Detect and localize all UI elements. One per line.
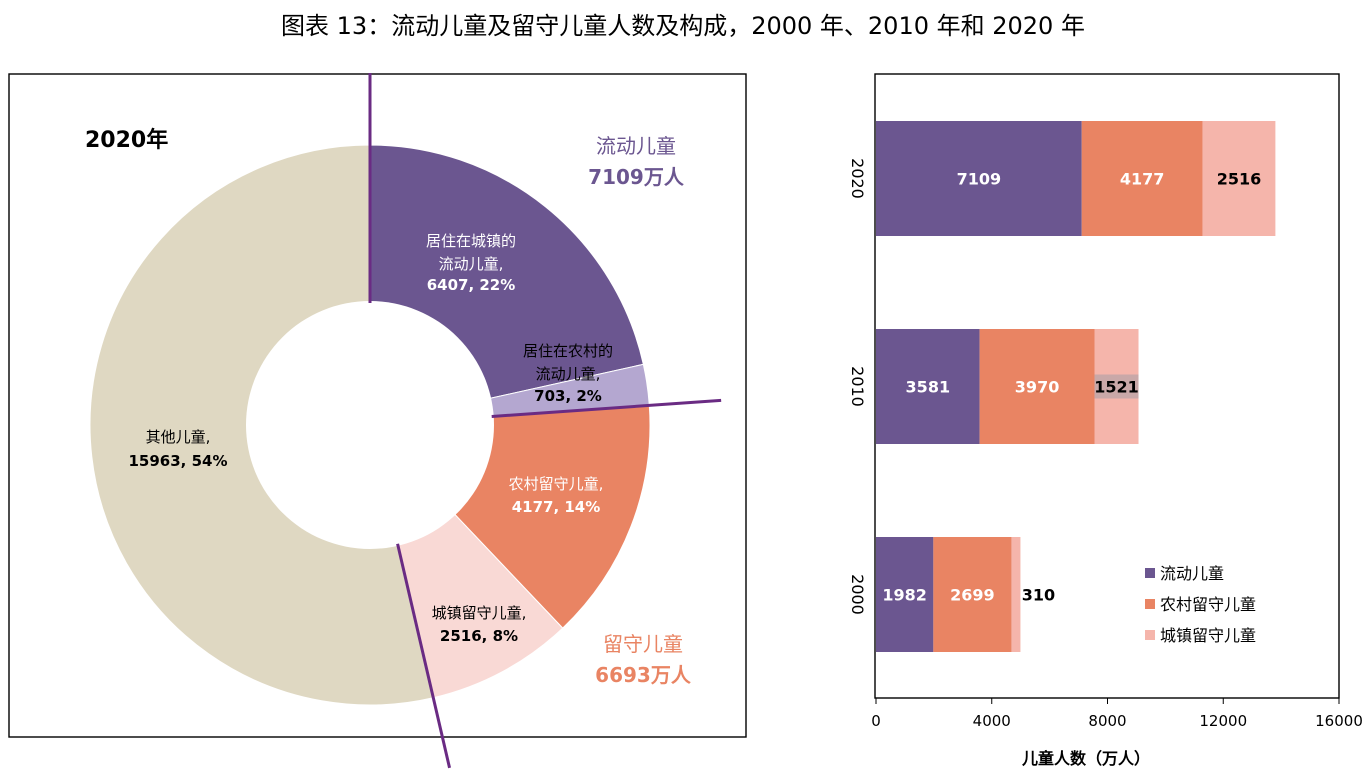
slice-label-migrant-urban-2: 流动儿童, [439,255,504,273]
slice-value-migrant-rural: 703, 2% [534,387,602,405]
slice-label-migrant-rural-1: 居住在农村的 [523,342,613,360]
bar-label-2010-2: 1521 [1094,378,1139,397]
category-label-2020: 2020 [848,158,867,199]
bar-2020-seg-2 [1202,121,1276,236]
bar-label-2020-1: 4177 [1120,170,1165,189]
donut-title: 2020年 [85,127,168,153]
bar-label-2000-2: 310 [1022,586,1055,605]
category-label-2010: 2010 [848,366,867,407]
stacked-bar-chart: 7109 4177 2516 2020 3581 3970 1521 2010 1982 2699… [848,121,1363,730]
donut-dividers [368,73,722,769]
slice-value-urban-left: 2516, 8% [440,627,518,645]
donut-hole [246,301,494,549]
bar-label-2000-0: 1982 [882,586,927,605]
x-axis-label: 儿童人数（万人） [1021,749,1150,768]
bar-label-2000-1: 2699 [950,586,995,605]
divider-bottom [396,543,452,769]
bar-plot-frame [874,73,1340,699]
bar-2020-seg-1 [1081,121,1203,236]
legend-label-0: 流动儿童 [1160,564,1224,583]
bar-2020-seg-0 [876,121,1082,236]
migrant-group-value: 7109万人 [588,165,685,189]
x-tick-label-12000: 12000 [1199,712,1247,730]
slice-value-migrant-urban: 6407, 22% [427,276,516,294]
page-title: 图表 13：流动儿童及留守儿童人数及构成，2000 年、2010 年和 2020… [281,12,1085,40]
bar-2000-seg-0 [876,537,934,652]
slice-label-migrant-urban-1: 居住在城镇的 [426,232,516,250]
slice-label-rural-left: 农村留守儿童, [509,475,604,493]
legend-swatch-2 [1145,630,1155,640]
migrant-group-name: 流动儿童 [596,134,676,158]
category-label-2000: 2000 [848,574,867,615]
legend-label-2: 城镇留守儿童 [1160,626,1256,645]
x-tick-label-4000: 4000 [973,712,1011,730]
leftbehind-group-value: 6693万人 [595,663,692,687]
x-tick-label-16000: 16000 [1315,712,1363,730]
bar-2010-label-bg [1094,374,1139,399]
bar-2000-seg-2 [1011,537,1021,652]
slice-label-urban-left: 城镇留守儿童, [432,604,527,622]
legend-swatch-0 [1145,568,1155,578]
slice-value-other: 15963, 54% [128,452,227,470]
slice-label-migrant-rural-2: 流动儿童, [536,365,601,383]
bar-label-2010-1: 3970 [1015,378,1060,397]
slice-label-other: 其他儿童, [146,428,211,446]
donut-panel-frame [8,73,747,738]
legend-swatch-1 [1145,599,1155,609]
slice-value-rural-left: 4177, 14% [512,498,601,516]
x-tick-label-0: 0 [871,712,881,730]
leftbehind-group-name: 留守儿童 [603,632,683,656]
divider-migrant-leftbehind [491,398,722,418]
bar-label-2020-2: 2516 [1217,170,1262,189]
legend-label-1: 农村留守儿童 [1160,595,1256,614]
bar-label-2020-0: 7109 [957,170,1002,189]
bar-2010-seg-1 [979,329,1095,444]
bar-2000-seg-1 [933,537,1012,652]
bar-label-2010-0: 3581 [906,378,951,397]
x-tick-label-8000: 8000 [1088,712,1126,730]
bar-2010-seg-0 [876,329,980,444]
